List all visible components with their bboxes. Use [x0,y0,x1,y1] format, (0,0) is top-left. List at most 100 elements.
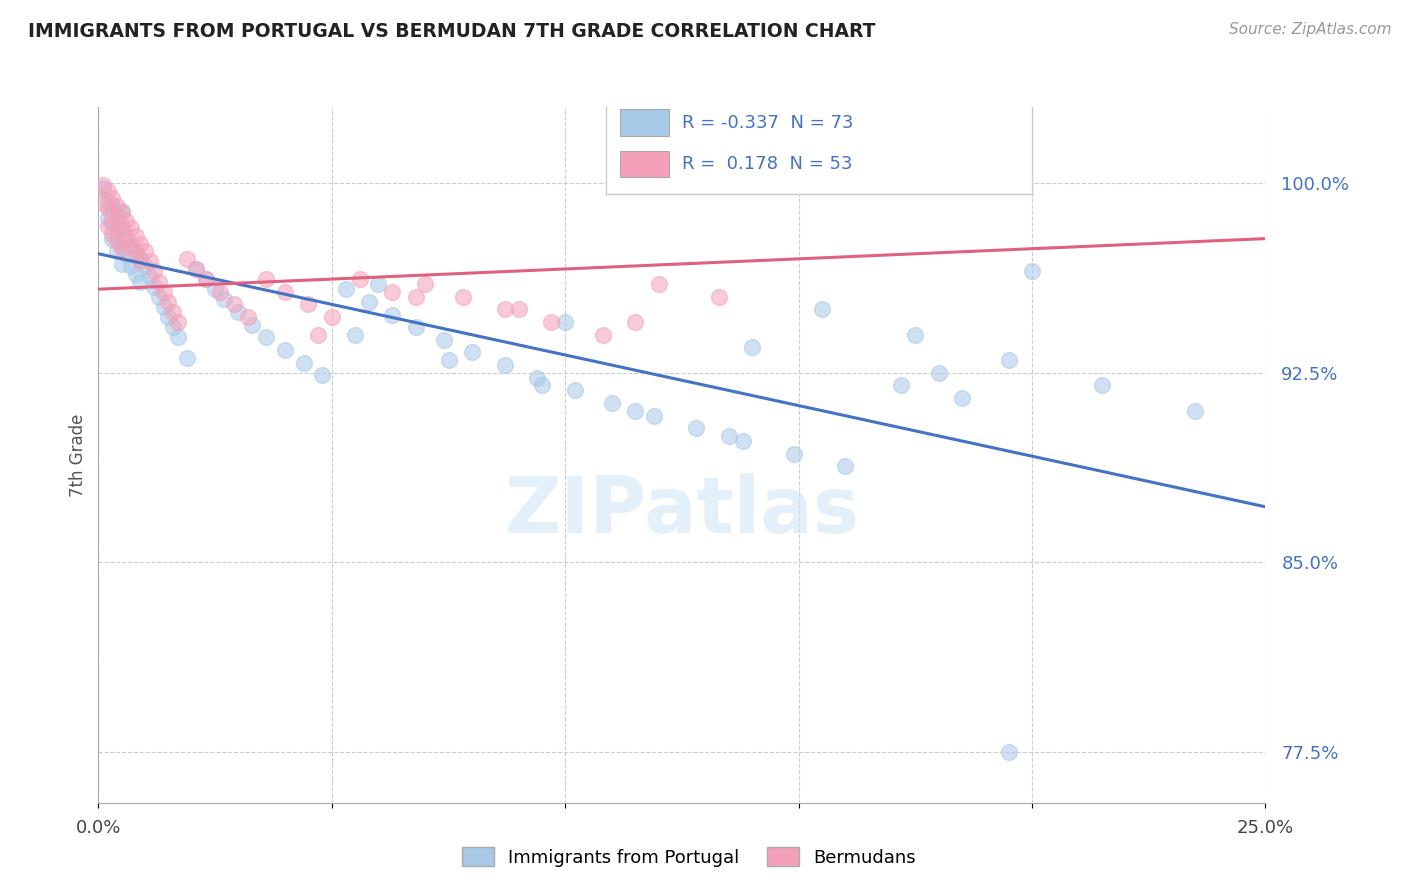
Point [143,279,166,293]
Point [157,310,180,324]
Point [530,378,553,392]
Point [101,199,124,213]
Point [405,320,427,334]
Point [344,327,367,342]
Point [120,239,142,253]
Point [105,216,128,230]
Point [508,302,530,317]
Point [1184,403,1206,417]
Point [461,345,484,359]
Point [600,396,623,410]
Point [494,358,516,372]
Point [228,305,250,319]
Point [125,244,148,259]
Point [554,315,576,329]
Point [222,297,245,311]
Text: R =  0.178  N = 53: R = 0.178 N = 53 [682,155,852,173]
Point [115,229,138,244]
Point [129,275,152,289]
Point [1021,264,1043,278]
Y-axis label: 7th Grade: 7th Grade [69,413,87,497]
Point [125,247,148,261]
Point [1091,378,1114,392]
Point [125,267,148,281]
Point [381,308,404,322]
Point [709,290,731,304]
Point [134,260,156,274]
Point [194,272,217,286]
Point [890,378,912,392]
Point [405,290,427,304]
Point [647,277,669,292]
Point [186,262,208,277]
Point [105,227,128,241]
Point [148,275,170,289]
Point [143,264,166,278]
Point [242,318,264,332]
Point [624,315,647,329]
Point [101,216,124,230]
Point [115,247,138,261]
Point [950,391,973,405]
Point [125,229,148,244]
Point [437,353,460,368]
Point [526,370,548,384]
Point [111,224,134,238]
Point [162,320,184,334]
Point [335,282,357,296]
Point [685,421,707,435]
Point [381,285,404,299]
FancyBboxPatch shape [606,100,1032,194]
Point [111,203,134,218]
Point [274,343,297,357]
Point [494,302,516,317]
Point [208,285,231,299]
Bar [620,110,669,136]
Point [311,368,333,383]
Point [91,196,114,211]
Bar [620,151,669,178]
Point [214,293,236,307]
Point [741,340,763,354]
Text: IMMIGRANTS FROM PORTUGAL VS BERMUDAN 7TH GRADE CORRELATION CHART: IMMIGRANTS FROM PORTUGAL VS BERMUDAN 7TH… [28,22,876,41]
Point [97,211,120,226]
Text: R = -0.337  N = 73: R = -0.337 N = 73 [682,113,853,131]
Point [91,181,114,195]
Point [194,272,217,286]
Point [783,447,806,461]
Point [624,403,647,417]
Point [129,254,152,268]
Point [105,234,128,248]
Point [91,178,114,193]
Point [115,214,138,228]
Point [105,209,128,223]
Point [256,330,278,344]
Point [129,236,152,251]
Point [162,305,184,319]
Point [204,282,226,296]
Point [186,262,208,277]
Point [307,327,329,342]
Point [904,327,927,342]
Point [321,310,343,324]
Point [105,244,128,259]
Point [129,252,152,266]
Point [139,269,162,284]
Point [297,297,319,311]
Point [152,300,174,314]
Point [120,260,142,274]
Point [111,257,134,271]
Point [148,290,170,304]
Point [256,272,278,286]
Point [139,254,162,268]
Point [120,239,142,253]
Point [367,277,389,292]
Point [997,353,1019,368]
Point [120,221,142,235]
Point [643,409,665,423]
Point [105,199,128,213]
Point [540,315,562,329]
Point [274,285,297,299]
Point [176,252,198,266]
Point [134,244,156,259]
